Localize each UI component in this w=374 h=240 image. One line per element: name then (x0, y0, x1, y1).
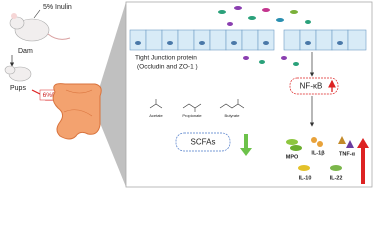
label: Propionate (182, 113, 202, 118)
label: Butyrate (225, 113, 241, 118)
diagram: 5% Inulin Dam Pups 6%DSS Tight Junction … (4, 1, 373, 188)
label: NF-κB (300, 82, 323, 91)
nfkb-box (289, 77, 339, 95)
label: TNF-α (339, 151, 356, 157)
label: Tight Junction protein (135, 55, 197, 62)
connector (33, 9, 41, 19)
label: IL-10 (299, 175, 312, 181)
page: 5% Inulin Dam Pups 6%DSS Tight Junction … (4, 1, 373, 188)
label: (Occludin and ZO-1 ) (137, 64, 198, 71)
intestine-folds (63, 89, 93, 117)
scfa-box (175, 132, 231, 152)
projection (98, 2, 126, 187)
up-arrow (357, 138, 369, 184)
label: 5% Inulin (43, 4, 72, 11)
label: IL-22 (330, 175, 343, 181)
scfa-structures (149, 99, 245, 112)
label: Dam (18, 48, 33, 55)
label: IL-1β (311, 150, 325, 156)
intestine (52, 83, 102, 140)
label: MPO (286, 154, 299, 160)
label: Acetate (149, 113, 163, 118)
nuclei (135, 41, 343, 45)
down-arrow (240, 134, 252, 156)
dam-rat (9, 13, 71, 42)
epithelium (129, 29, 367, 51)
label: Pups (10, 85, 26, 92)
pup-rat (4, 65, 32, 82)
cytokine-icons (286, 136, 354, 171)
label: SCFAs (191, 138, 216, 147)
bacteria (218, 6, 311, 66)
